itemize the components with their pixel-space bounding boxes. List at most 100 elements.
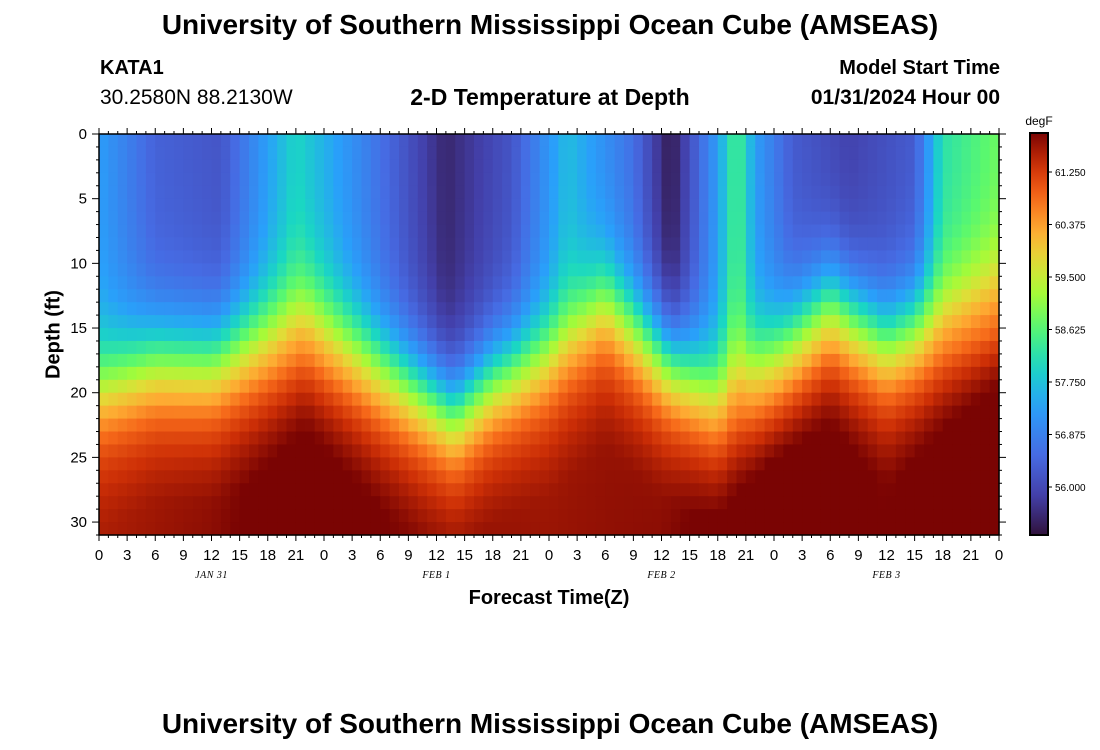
heatmap-cell xyxy=(549,483,559,497)
heatmap-cell xyxy=(952,509,963,523)
heatmap-cell xyxy=(277,263,288,277)
heatmap-cell xyxy=(267,172,278,187)
heatmap-cell xyxy=(455,379,466,394)
colorbar-tick-label: 59.500 xyxy=(1055,273,1086,284)
heatmap-cell xyxy=(117,483,128,497)
heatmap-cell xyxy=(736,185,747,200)
heatmap-cell xyxy=(155,405,166,420)
heatmap-cell xyxy=(267,146,278,161)
heatmap-cell xyxy=(136,185,147,200)
heatmap-cell xyxy=(211,211,222,226)
heatmap-cell xyxy=(895,276,906,290)
heatmap-cell xyxy=(108,263,119,277)
heatmap-cell xyxy=(164,340,175,355)
heatmap-cell xyxy=(811,146,822,161)
heatmap-cell xyxy=(502,405,513,420)
heatmap-cell xyxy=(811,379,822,394)
heatmap-cell xyxy=(145,522,156,536)
heatmap-cell xyxy=(127,483,138,497)
heatmap-cell xyxy=(258,392,269,407)
heatmap-cell xyxy=(352,483,363,497)
heatmap-cell xyxy=(549,444,559,458)
heatmap-cell xyxy=(352,211,363,226)
heatmap-cell xyxy=(211,392,222,407)
heatmap-cell xyxy=(961,315,972,329)
heatmap-cell xyxy=(830,198,841,213)
heatmap-cell xyxy=(774,289,784,303)
heatmap-cell xyxy=(445,276,456,290)
heatmap-cell xyxy=(577,146,588,161)
heatmap-cell xyxy=(858,509,869,523)
heatmap-cell xyxy=(811,483,822,497)
heatmap-cell xyxy=(155,172,166,187)
heatmap-cell xyxy=(595,276,606,290)
heatmap-cell xyxy=(727,444,738,458)
heatmap-cell xyxy=(849,366,859,381)
heatmap-cell xyxy=(136,457,147,471)
heatmap-cell xyxy=(492,405,503,420)
heatmap-cell xyxy=(577,237,588,252)
heatmap-cell xyxy=(586,250,597,264)
heatmap-cell xyxy=(389,444,400,458)
heatmap-cell xyxy=(877,405,888,420)
heatmap-cell xyxy=(361,198,372,213)
heatmap-cell xyxy=(989,522,1000,536)
heatmap-cell xyxy=(792,522,803,536)
heatmap-cell xyxy=(192,237,203,252)
heatmap-cell xyxy=(736,198,747,213)
heatmap-cell xyxy=(305,289,316,303)
heatmap-cell xyxy=(436,302,447,316)
heatmap-cell xyxy=(792,431,803,446)
heatmap-cell xyxy=(595,483,606,497)
heatmap-cell xyxy=(727,366,738,381)
heatmap-cell xyxy=(333,302,344,316)
heatmap-cell xyxy=(314,522,325,536)
heatmap-cell xyxy=(886,134,897,148)
heatmap-cell xyxy=(924,405,934,420)
heatmap-cell xyxy=(99,146,109,161)
heatmap-cell xyxy=(145,509,156,523)
heatmap-cell xyxy=(886,302,897,316)
heatmap-cell xyxy=(408,470,419,484)
heatmap-cell xyxy=(164,366,175,381)
heatmap-cell xyxy=(670,224,681,239)
heatmap-cell xyxy=(961,496,972,510)
heatmap-cell xyxy=(989,224,1000,239)
heatmap-cell xyxy=(220,185,231,200)
heatmap-cell xyxy=(342,431,353,446)
heatmap-cell xyxy=(211,457,222,471)
heatmap-cell xyxy=(933,418,944,433)
heatmap-cell xyxy=(267,276,278,290)
heatmap-cell xyxy=(783,379,794,394)
heatmap-cell xyxy=(558,328,569,342)
heatmap-cell xyxy=(989,405,1000,420)
heatmap-cell xyxy=(989,159,1000,174)
heatmap-cell xyxy=(352,263,363,277)
heatmap-cell xyxy=(595,418,606,433)
heatmap-cell xyxy=(239,159,250,174)
heatmap-cell xyxy=(145,483,156,497)
heatmap-cell xyxy=(755,496,766,510)
heatmap-cell xyxy=(370,353,381,368)
heatmap-cell xyxy=(99,431,109,446)
heatmap-cell xyxy=(670,353,681,368)
heatmap-cell xyxy=(408,496,419,510)
heatmap-cell xyxy=(614,146,625,161)
heatmap-cell xyxy=(820,328,831,342)
heatmap-cell xyxy=(820,457,831,471)
heatmap-cell xyxy=(642,328,653,342)
heatmap-cell xyxy=(314,211,325,226)
heatmap-cell xyxy=(867,379,878,394)
heatmap-cell xyxy=(811,211,822,226)
heatmap-cell xyxy=(614,172,625,187)
heatmap-cell xyxy=(933,185,944,200)
heatmap-cell xyxy=(530,509,541,523)
heatmap-cell xyxy=(230,457,241,471)
heatmap-cell xyxy=(764,198,775,213)
heatmap-cell xyxy=(511,134,522,148)
heatmap-cell xyxy=(464,146,475,161)
heatmap-cell xyxy=(389,470,400,484)
heatmap-cell xyxy=(708,146,719,161)
heatmap-cell xyxy=(249,276,259,290)
heatmap-cell xyxy=(549,522,559,536)
